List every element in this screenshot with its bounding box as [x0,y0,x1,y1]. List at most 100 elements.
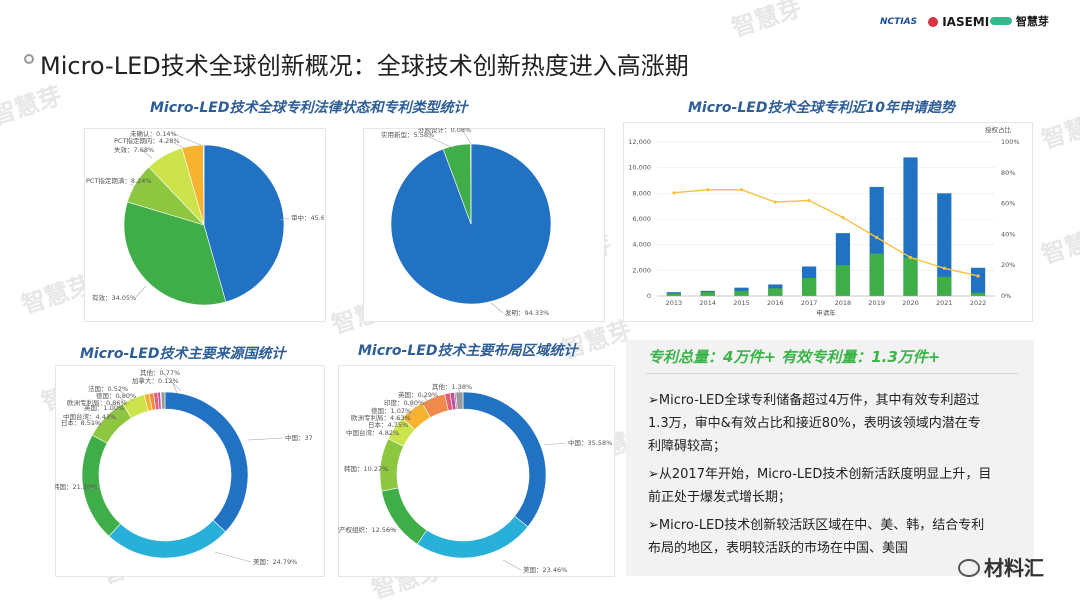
donut-reg-leader-line-7 [399,411,417,416]
watermark: 智慧芽 [728,0,806,43]
iasemi-mark-icon [928,17,938,27]
donut-reg-label-3: 韩国：10.27% [344,464,388,473]
donut-src-slice-0 [164,391,249,533]
donut-reg-leader-line-5 [391,425,405,428]
pie-legal-label-0: 审中：45.60% [291,213,324,222]
pie-legal-label-1: 有效：34.05% [92,293,136,302]
donut-reg-label-1: 美国：23.46% [523,565,567,574]
donut-src-leader-line-6 [108,403,126,409]
donut-reg-leader-line-2 [385,528,399,531]
trend-x-label: 申请年 [816,308,836,317]
watermark: 智慧芽 [1038,220,1080,270]
donut-src-slice-1 [108,519,226,559]
summary-divider [646,373,1018,374]
pie-legal-leader-line-4 [171,141,185,149]
donut-src-leader-line-8 [118,389,134,402]
donut-reg-leader-line-9 [421,394,431,404]
pie-legal-slice-0 [203,144,285,303]
trend-bar-total-2021 [937,193,952,296]
logo-iasemi: IASEMI [928,12,989,32]
pie-legal-status: 审中：45.60% 有效：34.05% PCT指定期满：8.24% 失效：7.68%P… [86,129,324,306]
trend-ytick-4: 8,000 [632,189,651,197]
zhihuiya-text: 智慧芽 [1015,15,1049,28]
trend-ratio-point-2021 [942,266,946,270]
trend-xtick-2015: 2015 [733,299,750,307]
donut-reg-leader-line-6 [395,418,411,421]
donut-src-label-4: 中国台湾：4.43% [63,412,116,421]
donut-src-label-2: 韩国：21.20% [55,482,97,491]
donut-layout-region: 中国：35.58% 美国：23.46% 世界知识产权组织：12.56% 韩国：10.2… [338,382,612,574]
donut-reg-label-5: 日本：4.75% [368,420,408,429]
trend-ratio-point-2016 [773,200,777,204]
donut-src-label-0: 中国：37 [285,433,313,442]
donut-reg-label-0: 中国：35.58% [568,438,612,447]
pie-legal-slice-5 [202,144,205,226]
trend-ratio-line [673,189,979,277]
trend-y2tick-5: 100% [1001,138,1020,146]
donut-src-label-9: 加拿大：0.12% [132,376,179,385]
trend-bar-valid-2019 [869,253,884,296]
pie-legal-leader-line-5 [173,133,202,146]
summary-bullet-3: ➢Micro-LED技术创新较活跃区域在中、美、韩，结合专利布局的地区，表明较活… [648,518,985,556]
summary-box [626,340,1034,576]
footer-brand: 材料汇 [958,552,1044,581]
donut-reg-label-7: 德国：1.07% [371,406,411,415]
trend-ytick-3: 6,000 [632,215,651,223]
trend-xtick-2022: 2022 [970,299,987,307]
trend-ratio-point-2020 [908,255,913,260]
pie-legal-label-4: PCT指定期内：4.28% [114,136,180,145]
donut-src-label-6: 欧洲专利局：0.86% [67,398,127,407]
donut-reg-slice-2 [381,487,428,545]
trend-bar-valid-2015 [734,290,749,296]
trend-ytick-1: 2,000 [632,266,651,274]
trend-xtick-2019: 2019 [868,299,885,307]
donut-src-leader-line-2 [87,486,101,490]
pie-legal-slice-1 [123,201,227,306]
pie-legal-leader-line-1 [135,285,147,298]
donut-reg-label-6: 欧洲专利局：4.63% [351,413,411,422]
chart-title-layout-region: Micro-LED技术主要布局区域统计 [358,343,578,359]
trend-y2tick-4: 80% [1001,169,1015,177]
donut-reg-leader-line-3 [377,468,383,472]
trend-xtick-2020: 2020 [902,299,919,307]
donut-reg-label-4: 中国台湾：4.82% [346,428,399,437]
pie-type-label-1: 实用新型：5.58% [381,130,434,139]
summary-bullet-1: ➢Micro-LED全球专利储备超过4万件，其中有效专利超过1.3万，审中&有效… [648,393,981,454]
pie-type-label-0: 发明：94.33% [505,308,549,317]
summary-bullet-2: ➢从2017年开始，Micro-LED技术创新活跃度明显上升，目前正处于爆发式增… [648,467,992,505]
trend-bar-valid-2016 [768,288,783,296]
donut-src-label-8: 法国：0.52% [88,384,128,393]
pie-legal-leader-line-0 [279,217,290,221]
trend-bar-valid-2018 [835,265,850,296]
donut-src-leader-line-0 [247,437,284,441]
pie-legal-leader-line-2 [129,183,143,191]
trend-ratio-point-2022 [976,274,980,278]
watermark: 智慧芽 [1038,105,1080,155]
trend-xtick-2016: 2016 [767,299,784,307]
pie-type-leader-line-0 [490,302,504,314]
trend-ratio-point-2018 [841,215,845,220]
donut-reg-leader-line-1 [502,559,522,571]
trend-y2tick-1: 20% [1001,261,1015,269]
donut-source-country: 中国：37 美国：24.79% 韩国：21.20% 日本：8.51%中国台湾：4.43… [55,368,313,566]
pie-legal-label-3: 失效：7.68% [114,145,154,154]
donut-reg-leader-line-8 [405,403,421,410]
trend-ytick-2: 4,000 [632,241,651,249]
donut-reg-label-9: 英国：0.29% [398,390,438,399]
donut-reg-leader-line-0 [543,442,567,446]
logo-nctias: NCTIAS [880,17,918,27]
trend-y2-label: 授权占比 [985,125,1012,134]
trend-ytick-0: 0 [647,292,651,300]
donut-reg-label-10: 其他：1.38% [432,382,472,391]
trend-bar-valid-2014 [700,292,715,296]
wechat-icon [958,559,980,577]
page-title: Micro-LED技术全球创新概况：全球技术创新热度进入高涨期 [40,52,689,80]
trend-xtick-2013: 2013 [666,299,683,307]
trend-bar-valid-2013 [666,293,681,296]
watermark: 智慧芽 [0,81,66,131]
trend-ytick-5: 10,000 [628,164,651,172]
trend-ytick-6: 12,000 [628,138,651,146]
trend-bar-valid-2022 [971,292,986,296]
pie-type-leader-line-2 [462,130,472,145]
trend-xtick-2017: 2017 [801,299,818,307]
